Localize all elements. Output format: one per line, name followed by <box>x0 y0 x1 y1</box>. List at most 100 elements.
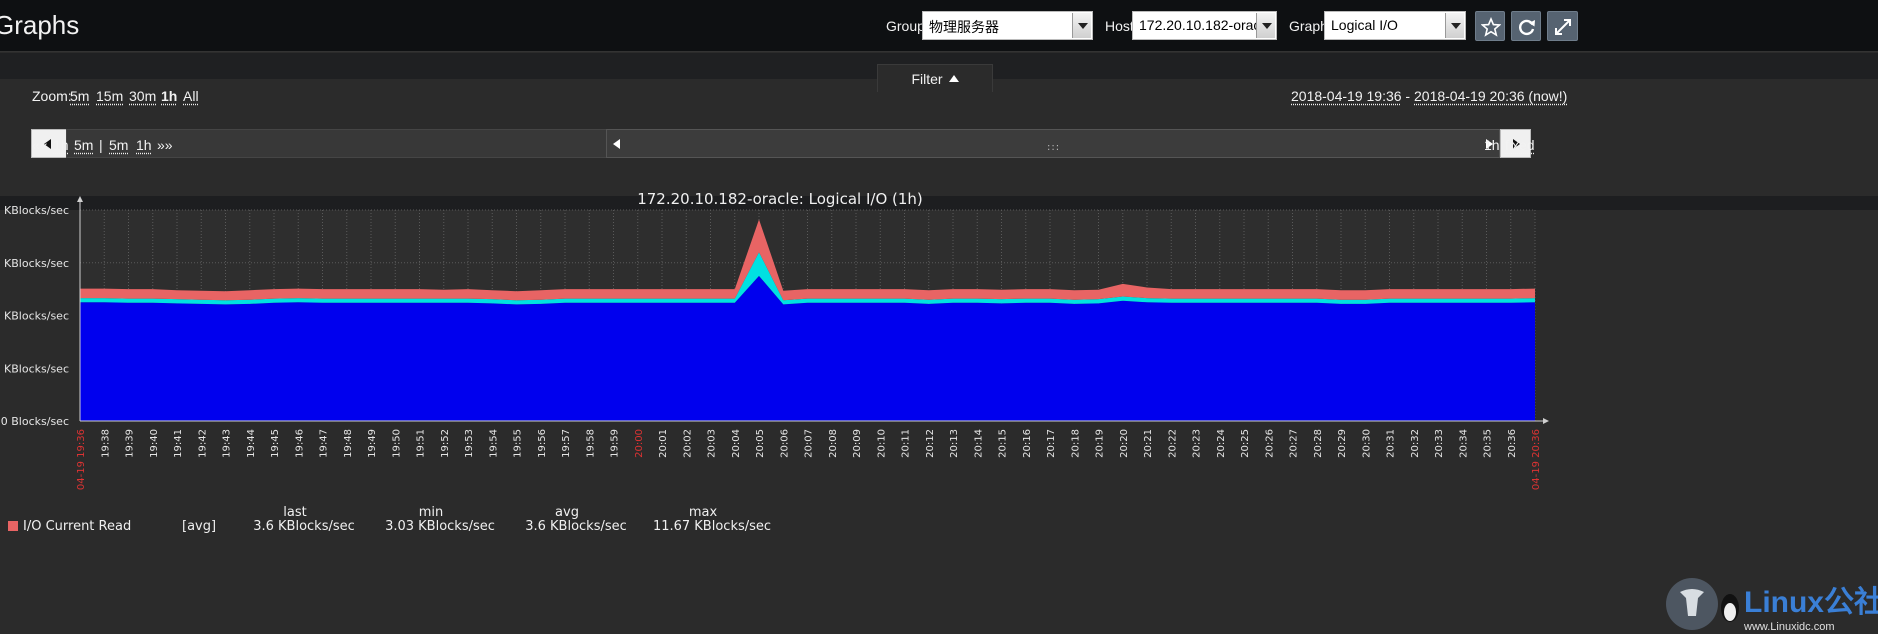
x-tick-label: 20:22 <box>1167 429 1178 458</box>
fullscreen-button[interactable] <box>1547 11 1578 41</box>
series-read-area <box>80 275 1535 421</box>
legend-func: [avg] <box>182 519 216 534</box>
x-tick-label: 19:50 <box>391 429 402 458</box>
x-tick-label: 19:44 <box>246 429 257 458</box>
x-tick-label: 20:14 <box>973 429 984 458</box>
chevron-down-icon <box>1256 13 1275 38</box>
x-tick-label: 20:29 <box>1337 429 1348 458</box>
legend-series-name: I/O Current Read <box>23 519 131 534</box>
legend-header: last <box>283 505 306 520</box>
x-tick-label: 20:32 <box>1410 429 1421 458</box>
x-tick-label: 20:08 <box>828 429 839 458</box>
x-tick-label: 20:26 <box>1264 429 1275 458</box>
scroll-right-button[interactable] <box>1500 129 1531 158</box>
x-tick-label: 20:19 <box>1095 429 1106 458</box>
x-tick-label: 20:25 <box>1240 429 1251 458</box>
x-tick-label: 20:16 <box>1022 429 1033 458</box>
nav-forward-all[interactable]: »» <box>157 137 173 153</box>
legend-header: min <box>419 505 444 520</box>
watermark-url: www.Linuxidc.com <box>1743 621 1834 633</box>
x-tick-label: 20:20 <box>1119 429 1130 458</box>
nav-back-5m[interactable]: 5m <box>74 137 94 153</box>
y-tick-label: 0 Blocks/sec <box>1 415 69 428</box>
x-tick-label: 20:04 <box>731 429 742 458</box>
nav-back-1h[interactable]: 1h <box>53 137 69 153</box>
legend-header: max <box>689 505 718 520</box>
x-tick-label: 20:33 <box>1434 429 1445 458</box>
nav-forward-1h[interactable]: 1h <box>136 137 152 153</box>
nav-back-all[interactable]: «« <box>32 137 48 153</box>
x-tick-label: 19:38 <box>100 429 111 458</box>
x-tick-label: 20:34 <box>1458 429 1469 458</box>
drag-handle-icon: ::: <box>1047 142 1061 153</box>
x-tick-label: 20:06 <box>779 429 790 458</box>
chart-title: 172.20.10.182-oracle: Logical I/O (1h) <box>637 190 923 208</box>
page-header: Graphs Group 物理服务器 Host 172.20.10.182-or… <box>0 0 1878 52</box>
watermark-text: Linux公社 <box>1744 586 1878 619</box>
x-tick-label: 20:21 <box>1143 429 1154 458</box>
x-tick-label: 20:03 <box>707 429 718 458</box>
x-tick-label: 19:40 <box>149 429 160 458</box>
filter-toggle[interactable]: Filter <box>877 64 993 92</box>
chevron-down-icon <box>1072 13 1091 38</box>
x-tick-label: 19:56 <box>537 429 548 458</box>
x-tick-label: 20:24 <box>1216 429 1227 458</box>
period-separator: - <box>1401 88 1414 104</box>
scroll-left-button[interactable] <box>31 129 67 158</box>
favourite-button[interactable] <box>1475 11 1505 41</box>
x-tick-label: 19:55 <box>513 429 524 458</box>
x-tick-label: 19:43 <box>222 429 233 458</box>
legend-header: avg <box>555 505 579 520</box>
zoom-30m[interactable]: 30m <box>129 88 157 104</box>
timeline-scrollbar[interactable]: ::: <box>606 129 1500 158</box>
zoom-15m[interactable]: 15m <box>96 88 124 104</box>
y-axis-arrow <box>77 196 83 202</box>
x-tick-label: 19:58 <box>585 429 596 458</box>
zoom-1h[interactable]: 1h <box>161 88 178 104</box>
series-top-area <box>80 219 1535 301</box>
x-tick-label: 20:15 <box>998 429 1009 458</box>
x-tick-label: 20:05 <box>755 429 766 458</box>
arrow-left-icon <box>613 139 620 149</box>
period-from[interactable]: 2018-04-19 19:36 <box>1291 88 1402 104</box>
watermark-logo: Linux公社 www.Linuxidc.com <box>1666 578 1878 633</box>
host-select[interactable]: 172.20.10.182-oracle <box>1132 11 1277 40</box>
chevron-down-icon <box>1445 13 1464 38</box>
x-tick-label: 19:52 <box>440 429 451 458</box>
x-tick-label: 20:27 <box>1289 429 1300 458</box>
x-tick-label: 20:17 <box>1046 429 1057 458</box>
x-tick-label: 19:47 <box>319 429 330 458</box>
period-length: 1h <box>1484 137 1500 153</box>
x-tick-label: 20:12 <box>925 429 936 458</box>
arrow-left-icon <box>44 139 51 149</box>
x-tick-label: 19:42 <box>197 429 208 458</box>
period-to[interactable]: 2018-04-19 20:36 (now!) <box>1414 88 1568 104</box>
zoom-5m[interactable]: 5m <box>70 88 90 104</box>
zoom-all[interactable]: All <box>183 88 199 104</box>
fixed-toggle[interactable]: fixed <box>1505 137 1535 153</box>
graph-group: 172.20.10.182-oracle: Logical I/O (1h) KB… <box>1 190 1549 534</box>
period-range: 2018-04-19 19:36 - 2018-04-19 20:36 (now… <box>1291 88 1567 104</box>
graph-select[interactable]: Logical I/O <box>1324 11 1466 40</box>
x-tick-label-end: 04-19 20:36 <box>1531 429 1542 490</box>
x-tick-label: 20:23 <box>1192 429 1203 458</box>
filter-label: Filter <box>911 71 943 87</box>
nav-separator: | <box>99 137 103 153</box>
fullscreen-icon <box>1555 19 1571 35</box>
x-tick-label: 19:57 <box>561 429 572 458</box>
graph-chart: 172.20.10.182-oracle: Logical I/O (1h) KB… <box>1 190 1549 534</box>
x-tick-label-start: 04-19 19:36 <box>76 429 87 490</box>
x-tick-label: 19:46 <box>294 429 305 458</box>
group-select-value: 物理服务器 <box>929 19 999 35</box>
x-tick-label: 20:35 <box>1483 429 1494 458</box>
x-tick-label: 20:31 <box>1386 429 1397 458</box>
host-select-value: 172.20.10.182-oracle <box>1139 17 1272 33</box>
refresh-button[interactable] <box>1511 11 1541 41</box>
x-tick-label: 20:11 <box>901 429 912 458</box>
x-tick-label: 20:36 <box>1507 429 1518 458</box>
x-tick-label: 19:48 <box>343 429 354 458</box>
nav-forward-5m[interactable]: 5m <box>109 137 129 153</box>
group-select[interactable]: 物理服务器 <box>922 11 1093 40</box>
x-tick-label: 20:09 <box>852 429 863 458</box>
x-tick-label: 20:01 <box>658 429 669 458</box>
